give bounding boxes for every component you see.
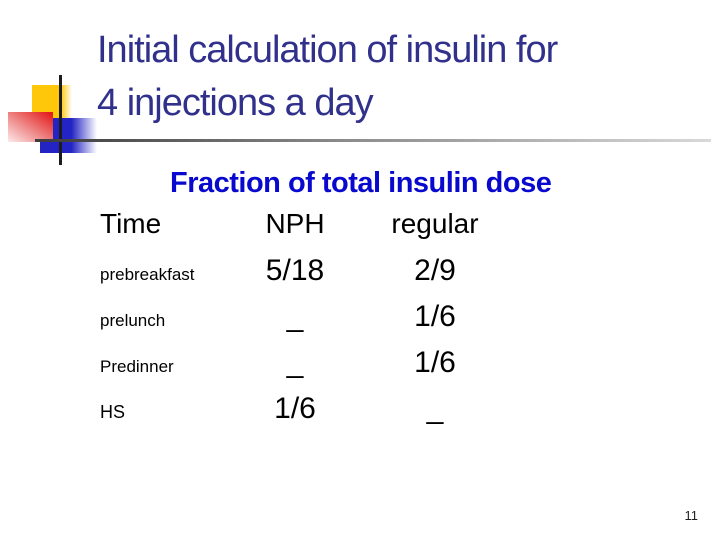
nph-cell: 5/18	[265, 254, 325, 287]
regular-cell: 1/6	[414, 300, 456, 333]
table-row: HS 1/6 _	[100, 392, 530, 438]
insulin-dose-table: Time NPH regular prebreakfast 5/18 2/9 p…	[100, 208, 530, 438]
table-header-row: Time NPH regular	[100, 208, 530, 254]
regular-cell: 2/9	[414, 254, 456, 287]
page-number: 11	[684, 508, 699, 523]
time-cell: HS	[100, 402, 126, 422]
nph-cell: _	[286, 346, 304, 379]
slide-title-line1: Initial calculation of insulin for	[97, 29, 558, 71]
table-heading: Fraction of total insulin dose	[170, 167, 552, 199]
slide-title-line2: 4 injections a day	[97, 82, 374, 124]
time-cell: Predinner	[100, 357, 174, 376]
title-divider-rule	[35, 139, 711, 142]
decor-vertical-line	[59, 75, 62, 165]
column-header-nph: NPH	[265, 208, 325, 239]
column-header-regular: regular	[391, 208, 479, 239]
regular-cell: _	[426, 392, 444, 425]
table-row: prelunch _ 1/6	[100, 300, 530, 346]
regular-cell: 1/6	[414, 346, 456, 379]
table-row: Predinner _ 1/6	[100, 346, 530, 392]
slide-title: Initial calculation of insulin for 4 inj…	[97, 24, 707, 130]
nph-cell: _	[286, 300, 304, 333]
time-cell: prelunch	[100, 311, 166, 330]
column-header-time: Time	[100, 208, 162, 239]
time-cell: prebreakfast	[100, 265, 195, 284]
table-row: prebreakfast 5/18 2/9	[100, 254, 530, 300]
nph-cell: 1/6	[274, 392, 316, 425]
decor-red-square-icon	[8, 112, 53, 142]
